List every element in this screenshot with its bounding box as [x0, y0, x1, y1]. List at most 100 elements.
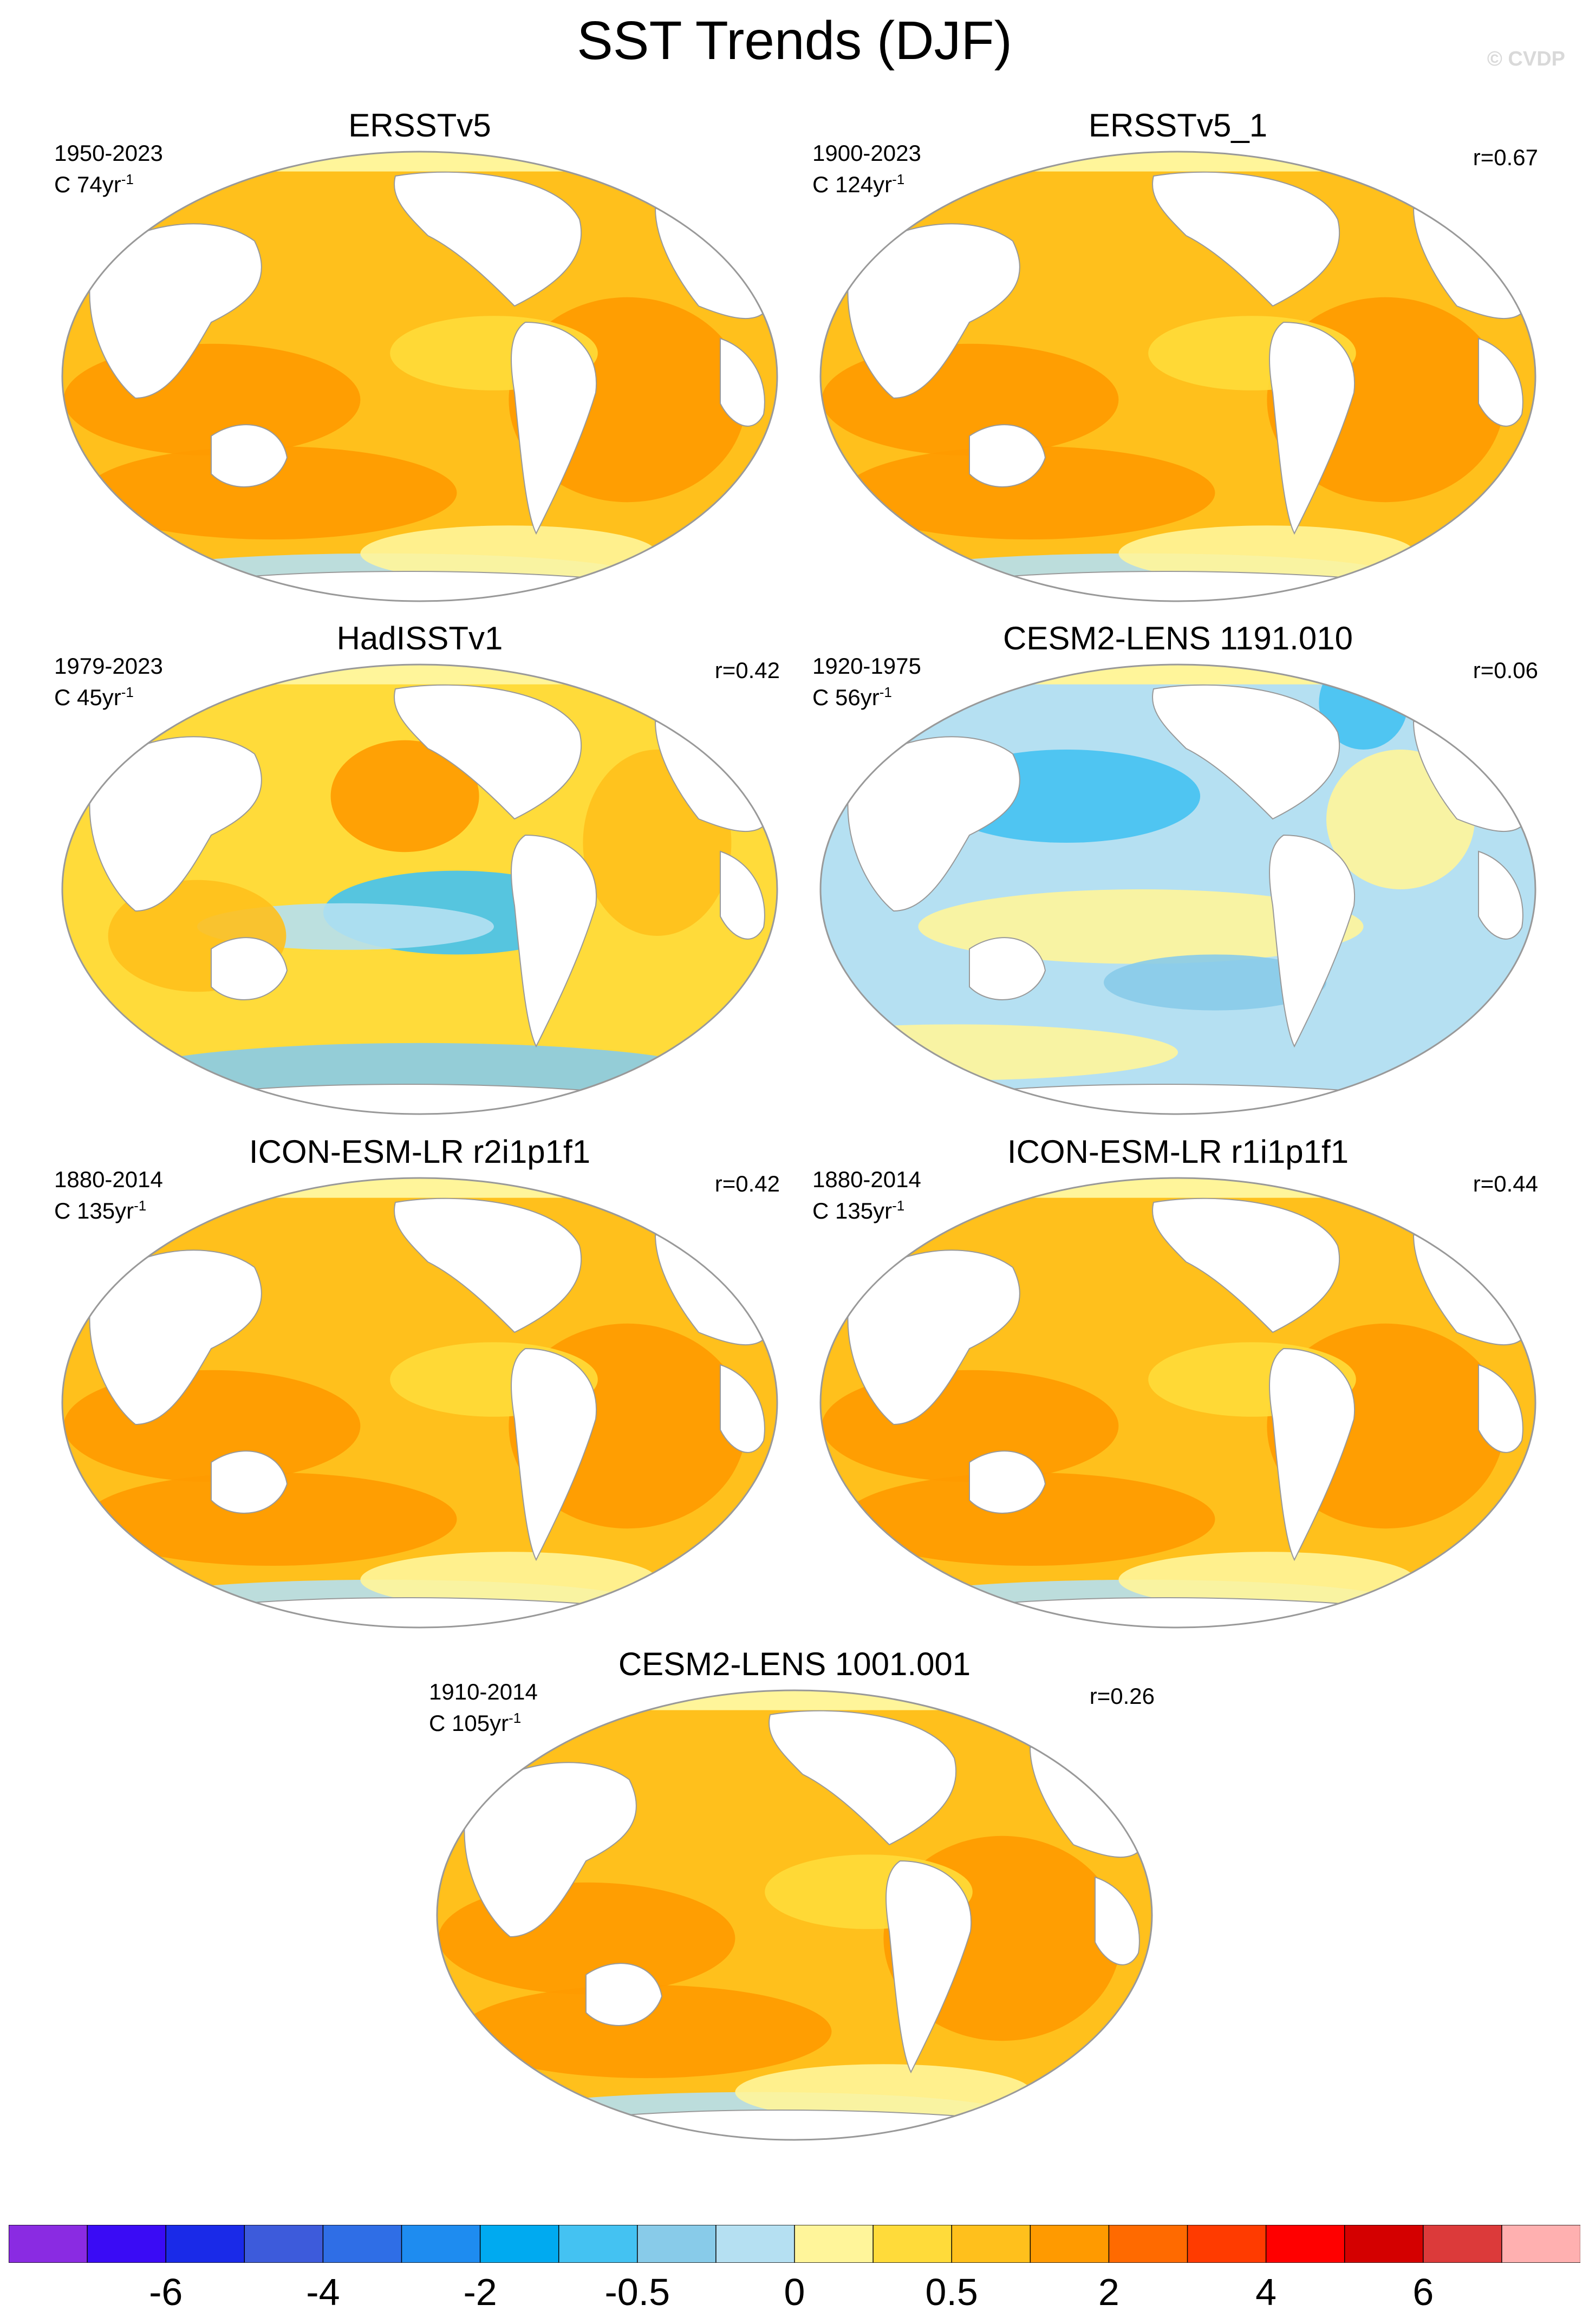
- colorbar-bin: [1265, 2225, 1345, 2263]
- panel-units-line: C 56yr-1: [812, 684, 892, 710]
- land-mass: [769, 1710, 957, 1846]
- colorbar-bin: [479, 2225, 559, 2263]
- panel-period: 1900-2023: [812, 140, 921, 166]
- land-mass: [915, 571, 1441, 601]
- colorbar-tick-label: -0.5: [604, 2271, 670, 2313]
- sst-map-0: [61, 151, 778, 602]
- panel-units: C 74yr: [54, 172, 121, 197]
- panel-title: CESM2-LENS 1001.001: [618, 1646, 971, 1682]
- arctic-band: [62, 152, 777, 172]
- panel-units-line: C 74yr-1: [54, 171, 134, 197]
- map-outline: [819, 663, 1536, 1115]
- sst-map-4: [61, 1177, 778, 1629]
- map-outline: [61, 663, 778, 1115]
- map-outline: [819, 151, 1536, 602]
- land-mass: [915, 1597, 1441, 1628]
- colorbar-bin: [1030, 2225, 1110, 2263]
- trend-region: [86, 1473, 457, 1566]
- panel-years: 1920-1975 C 56yr-1: [812, 653, 921, 711]
- panel-years: 1880-2014 C 135yr-1: [812, 1167, 921, 1224]
- panel-corr: r=0.42: [714, 1171, 780, 1196]
- panel-units-line: C 45yr-1: [54, 684, 134, 710]
- panel-title: ICON-ESM-LR r1i1p1f1: [1007, 1134, 1349, 1170]
- arctic-band: [820, 152, 1535, 172]
- colorbar-bin: [401, 2225, 481, 2263]
- arctic-band: [820, 1178, 1535, 1198]
- panel-units: C 105yr: [429, 1710, 509, 1736]
- land-mass: [394, 1197, 582, 1333]
- map-panel: HadISSTv1 1979-2023 C 45yr-1 r=0.42: [49, 619, 791, 1128]
- land-mass: [1478, 850, 1523, 940]
- panel-units: C 56yr: [812, 685, 880, 710]
- panel-title: ERSSTv5: [348, 107, 491, 144]
- colorbar-bin: [322, 2225, 402, 2263]
- panel-title: HadISSTv1: [336, 620, 503, 656]
- land-mass: [511, 1347, 597, 1561]
- land-mass: [720, 850, 765, 940]
- colorbar-bin: [165, 2225, 245, 2263]
- trend-region: [360, 1552, 657, 1608]
- map-panel: CESM2-LENS 1191.010 1920-1975 C 56yr-1 r…: [807, 619, 1549, 1128]
- land-mass: [1152, 1197, 1340, 1333]
- panel-years: 1880-2014 C 135yr-1: [54, 1167, 163, 1224]
- land-mass: [1269, 834, 1356, 1048]
- panel-corr: r=0.44: [1473, 1171, 1538, 1196]
- colorbar-bin: [1108, 2225, 1188, 2263]
- land-mass: [89, 736, 262, 912]
- panel-units: C 124yr: [812, 172, 893, 197]
- land-mass: [89, 1249, 262, 1425]
- trend-region: [1118, 525, 1416, 582]
- panel-corr: r=0.67: [1473, 145, 1538, 170]
- panel-period: 1979-2023: [54, 653, 163, 679]
- colorbar-tick-label: -6: [149, 2271, 183, 2313]
- panel-units: C 45yr: [54, 685, 121, 710]
- map-panel: ERSSTv5 1950-2023 C 74yr-1: [49, 106, 791, 615]
- land-mass: [394, 171, 582, 307]
- panel-period: 1910-2014: [429, 1679, 538, 1704]
- panel-corr: r=0.26: [1089, 1683, 1155, 1709]
- land-mass: [847, 1249, 1020, 1425]
- colorbar-bin: [1423, 2225, 1503, 2263]
- trend-region: [360, 525, 657, 582]
- land-mass: [585, 1963, 663, 2026]
- land-mass: [394, 684, 582, 820]
- colorbar-tick-label: 4: [1255, 2271, 1277, 2313]
- land-mass: [720, 337, 765, 427]
- panel-units-line: C 135yr-1: [812, 1197, 905, 1223]
- land-mass: [464, 1762, 637, 1938]
- land-mass: [211, 937, 288, 1000]
- sst-map-2: [61, 663, 778, 1115]
- panel-title: ICON-ESM-LR r2i1p1f1: [249, 1134, 591, 1170]
- sst-map-6: [436, 1689, 1153, 2141]
- land-mass: [969, 424, 1046, 487]
- land-mass: [157, 571, 683, 601]
- land-mass: [89, 223, 262, 399]
- land-mass: [885, 1860, 972, 2074]
- land-mass: [1478, 337, 1523, 427]
- land-mass: [1478, 1364, 1523, 1453]
- sst-map-1: [819, 151, 1536, 602]
- sst-map-5: [819, 1177, 1536, 1629]
- panel-units-line: C 105yr-1: [429, 1710, 522, 1736]
- panel-corr: r=0.42: [714, 658, 780, 683]
- colorbar-bin: [951, 2225, 1031, 2263]
- land-mass: [1095, 1876, 1140, 1965]
- colorbar-bin: [9, 2225, 88, 2263]
- arctic-band: [820, 665, 1535, 685]
- colorbar-tick-label: 6: [1412, 2271, 1434, 2313]
- panel-units: C 135yr: [812, 1198, 893, 1223]
- panel-period: 1880-2014: [812, 1167, 921, 1192]
- trend-region: [86, 446, 457, 539]
- trend-region: [330, 740, 479, 852]
- land-mass: [915, 1084, 1441, 1114]
- colorbar: [9, 2225, 1580, 2263]
- trend-region: [844, 446, 1215, 539]
- land-mass: [847, 223, 1020, 399]
- colorbar-bin: [872, 2225, 953, 2263]
- land-mass: [969, 937, 1046, 1000]
- map-panel: CESM2-LENS 1001.001 1910-2014 C 105yr-1 …: [424, 1644, 1165, 2153]
- colorbar-bin: [1344, 2225, 1424, 2263]
- arctic-band: [62, 665, 777, 685]
- land-mass: [511, 321, 597, 535]
- panel-period: 1950-2023: [54, 140, 163, 166]
